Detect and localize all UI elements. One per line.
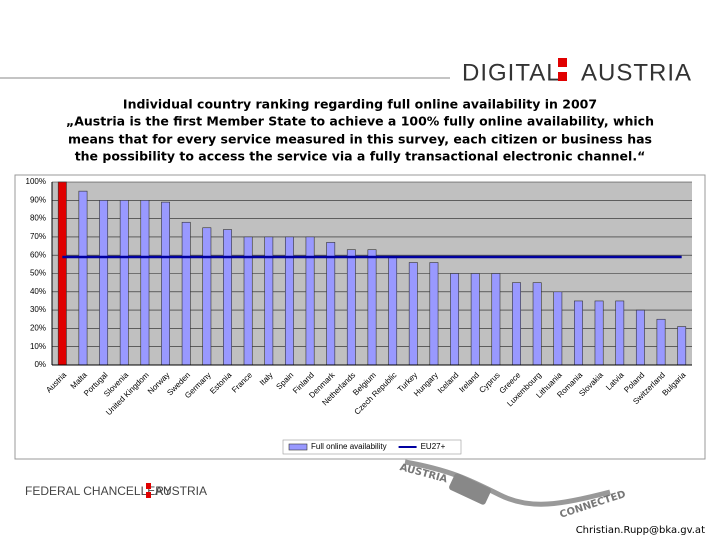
bar (408, 262, 418, 366)
plug (449, 473, 491, 505)
bar (388, 256, 398, 366)
logo-text: DIGITAL (462, 59, 561, 86)
legend-swatch (288, 443, 308, 451)
legend-frame (282, 439, 462, 455)
y-tick-label: 30% (30, 305, 46, 314)
bar (635, 309, 645, 366)
title-line: means that for every service measured in… (68, 132, 652, 147)
title-line: the possibility to access the service vi… (75, 149, 646, 164)
cable (404, 459, 611, 507)
bar (181, 221, 191, 366)
email: Christian.Rupp@bka.gv.at (576, 525, 705, 536)
bar (553, 291, 563, 366)
bar (574, 300, 583, 366)
y-tick-label: 60% (30, 250, 46, 259)
y-tick-label: 0% (34, 360, 46, 369)
bar (326, 242, 336, 366)
bar (677, 326, 687, 366)
bar (119, 200, 129, 366)
title-line: Individual country ranking regarding ful… (123, 97, 597, 112)
bar (532, 282, 542, 366)
legend-label: EU27+ (421, 442, 446, 451)
footer-logo: FEDERAL CHANCELLERY (25, 484, 172, 498)
bar (202, 227, 212, 366)
bar (78, 190, 88, 366)
bar (594, 300, 604, 366)
y-tick-label: 20% (30, 324, 46, 333)
logo-text: AUSTRIA (581, 59, 692, 86)
bar (656, 318, 666, 366)
y-tick-label: 50% (30, 269, 46, 278)
y-tick-label: 40% (30, 287, 46, 296)
bar (512, 282, 521, 366)
bar (346, 249, 356, 366)
bar (470, 273, 480, 366)
logo-square (146, 492, 151, 498)
y-tick-label: 10% (30, 342, 46, 351)
bar (99, 200, 109, 366)
title-line: „Austria is the first Member State to ac… (66, 114, 654, 129)
bar (223, 229, 232, 366)
bar (367, 249, 377, 366)
bar (140, 200, 150, 366)
bar (57, 181, 67, 366)
bar (491, 273, 501, 366)
logo-square (146, 483, 151, 489)
bar (615, 300, 625, 366)
bar (429, 262, 439, 366)
bar (161, 201, 170, 366)
bar (450, 273, 460, 366)
y-tick-label: 70% (30, 232, 46, 241)
legend-label: Full online availability (311, 442, 387, 451)
logo-square (558, 58, 567, 67)
y-tick-label: 100% (26, 177, 46, 186)
y-tick-label: 90% (30, 195, 46, 204)
y-tick-label: 80% (30, 214, 46, 223)
logo-square (558, 72, 567, 81)
footer-logo: AUSTRIA (155, 484, 207, 498)
